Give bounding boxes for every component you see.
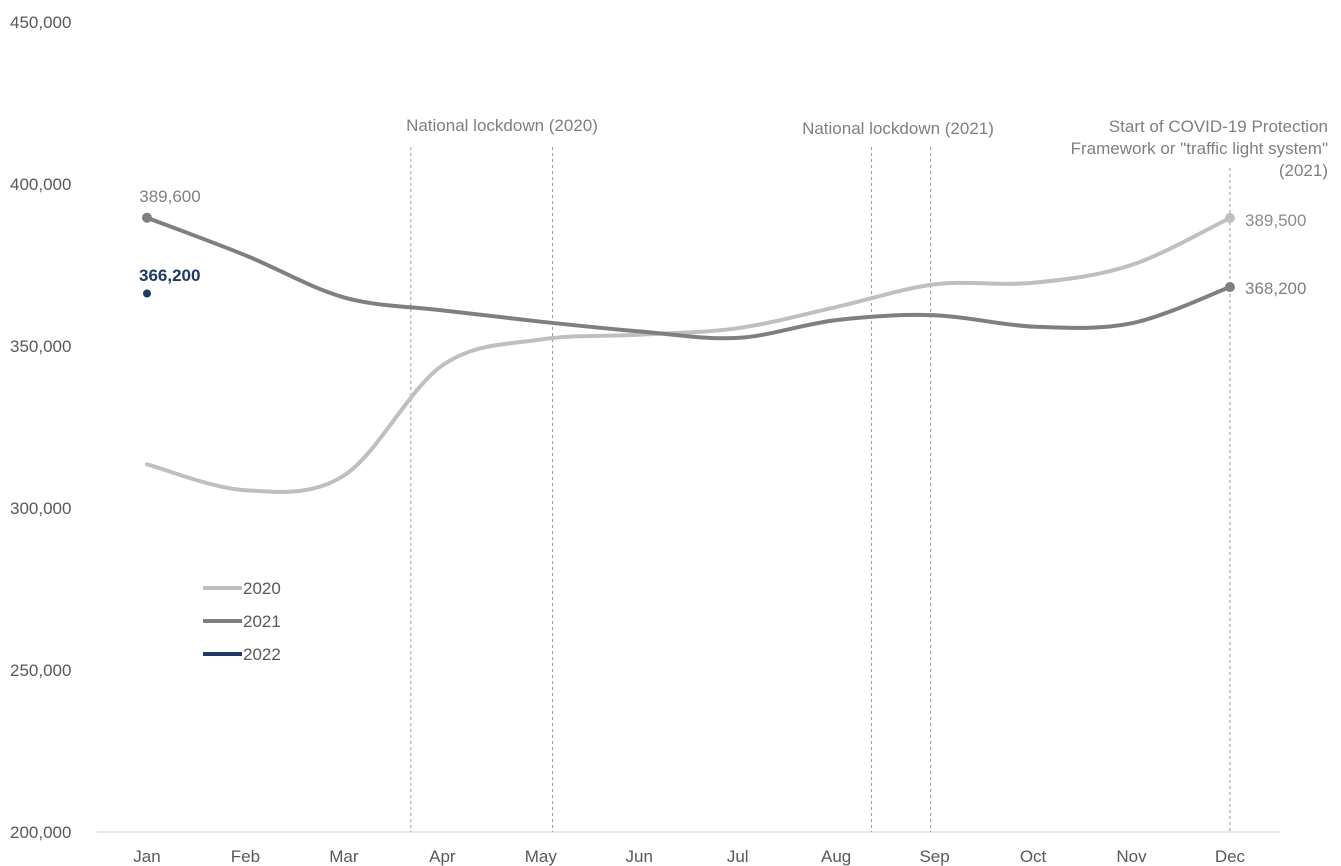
x-tick-label: Apr [429,847,456,866]
x-tick-label: May [525,847,558,866]
x-tick-label: Mar [329,847,359,866]
legend-label-2022: 2022 [243,645,281,664]
y-tick-label: 450,000 [10,13,71,32]
annotation-lockdown-2021: National lockdown (2021) [802,119,994,138]
annotations: National lockdown (2020) National lockdow… [406,116,1328,180]
y-tick-label: 300,000 [10,499,71,518]
x-tick-label: Jul [727,847,749,866]
y-axis: 450,000 400,000 350,000 300,000 250,000 200,0… [10,13,71,842]
series-lines [142,212,1235,494]
annotation-traffic-light: (2021) [1279,161,1328,180]
data-point-2021-dec [1224,282,1235,293]
data-label-2020-dec: 389,500 [1245,211,1306,230]
reference-lines [410,147,1231,832]
data-point-2021-jan [142,212,152,223]
data-label-2022-jan: 366,200 [139,266,200,285]
x-tick-label: Feb [231,847,260,866]
data-label-2021-jan: 389,600 [139,187,200,206]
annotation-traffic-light: Framework or "traffic light system" [1071,139,1328,158]
legend-label-2021: 2021 [243,612,281,631]
y-tick-label: 250,000 [10,661,71,680]
x-tick-label: Dec [1215,847,1246,866]
annotation-lockdown-2020: National lockdown (2020) [406,116,598,135]
x-tick-label: Aug [821,847,851,866]
data-point-2020-dec [1224,213,1235,224]
legend-label-2020: 2020 [243,579,281,598]
legend: 2020 2021 2022 [203,579,281,664]
y-tick-label: 350,000 [10,337,71,356]
x-tick-label: Jan [133,847,160,866]
x-tick-label: Sep [919,847,949,866]
data-labels: 389,600 366,200 389,500 368,200 [139,187,1306,298]
x-tick-label: Jun [626,847,653,866]
data-label-2021-dec: 368,200 [1245,279,1306,298]
x-tick-label: Nov [1116,847,1147,866]
series-line-2020 [145,216,1232,494]
y-tick-label: 400,000 [10,175,71,194]
x-axis: Jan Feb Mar Apr May Jun Jul Aug Sep Oct Nov Dec [97,831,1280,866]
y-tick-label: 200,000 [10,823,71,842]
series-line-2021 [145,215,1232,341]
data-point-2022-jan [143,289,151,298]
x-tick-label: Oct [1020,847,1047,866]
annotation-traffic-light: Start of COVID-19 Protection [1109,117,1328,136]
